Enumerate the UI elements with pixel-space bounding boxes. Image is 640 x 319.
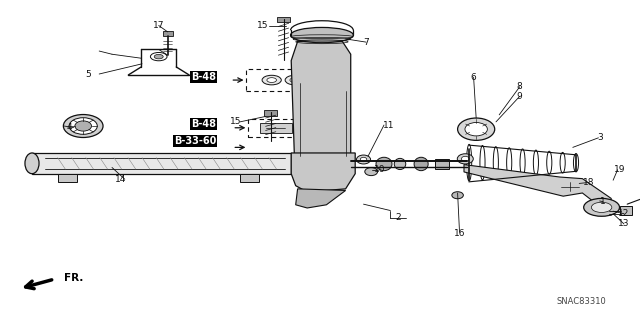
- Bar: [620, 206, 632, 215]
- Ellipse shape: [291, 27, 353, 43]
- Text: 19: 19: [614, 165, 625, 174]
- Ellipse shape: [461, 156, 469, 161]
- Text: 10: 10: [374, 165, 386, 174]
- Ellipse shape: [290, 78, 300, 83]
- Ellipse shape: [69, 118, 97, 134]
- Text: 11: 11: [383, 121, 395, 130]
- Text: 9: 9: [517, 92, 522, 101]
- Ellipse shape: [452, 192, 463, 199]
- Ellipse shape: [365, 167, 378, 175]
- Text: 18: 18: [583, 178, 595, 187]
- Text: 15: 15: [230, 117, 241, 126]
- Ellipse shape: [267, 78, 276, 83]
- Text: 6: 6: [471, 73, 476, 82]
- Circle shape: [154, 54, 163, 59]
- Polygon shape: [291, 41, 351, 156]
- Ellipse shape: [25, 153, 39, 174]
- Ellipse shape: [394, 159, 406, 170]
- Polygon shape: [58, 174, 77, 182]
- Text: 7: 7: [364, 38, 369, 47]
- Circle shape: [584, 198, 620, 216]
- Ellipse shape: [457, 154, 474, 164]
- Text: 2: 2: [396, 213, 401, 222]
- Text: 3: 3: [598, 133, 603, 142]
- Text: B-48: B-48: [191, 72, 216, 82]
- Ellipse shape: [458, 118, 495, 140]
- Text: 5: 5: [86, 70, 91, 78]
- Polygon shape: [240, 174, 259, 182]
- Ellipse shape: [285, 75, 305, 85]
- Text: SNAC83310: SNAC83310: [557, 297, 607, 306]
- Ellipse shape: [376, 157, 392, 171]
- Bar: [32, 153, 291, 174]
- Text: 8: 8: [517, 82, 522, 91]
- Text: 17: 17: [153, 21, 164, 30]
- Text: 14: 14: [115, 175, 126, 184]
- Circle shape: [591, 202, 612, 212]
- Polygon shape: [296, 189, 346, 208]
- Bar: [561, 182, 579, 191]
- Text: B-48: B-48: [191, 119, 216, 130]
- Ellipse shape: [465, 122, 488, 136]
- Ellipse shape: [63, 115, 103, 137]
- Bar: [163, 31, 173, 36]
- Ellipse shape: [75, 121, 92, 131]
- Text: 15: 15: [257, 21, 268, 30]
- Text: 4: 4: [67, 123, 72, 132]
- Text: 12: 12: [618, 209, 630, 218]
- Text: 1: 1: [600, 197, 605, 206]
- Bar: [260, 123, 292, 133]
- Text: 16: 16: [454, 229, 465, 238]
- Polygon shape: [464, 165, 611, 215]
- Polygon shape: [291, 153, 355, 192]
- Ellipse shape: [414, 157, 428, 171]
- Bar: [277, 17, 290, 22]
- Ellipse shape: [262, 75, 282, 85]
- Text: B-33-60: B-33-60: [174, 136, 216, 146]
- Ellipse shape: [360, 157, 367, 162]
- Text: 13: 13: [618, 219, 630, 228]
- Text: FR.: FR.: [64, 272, 83, 283]
- Circle shape: [150, 53, 167, 61]
- Ellipse shape: [356, 155, 371, 164]
- Bar: [435, 159, 449, 169]
- Bar: [264, 110, 277, 116]
